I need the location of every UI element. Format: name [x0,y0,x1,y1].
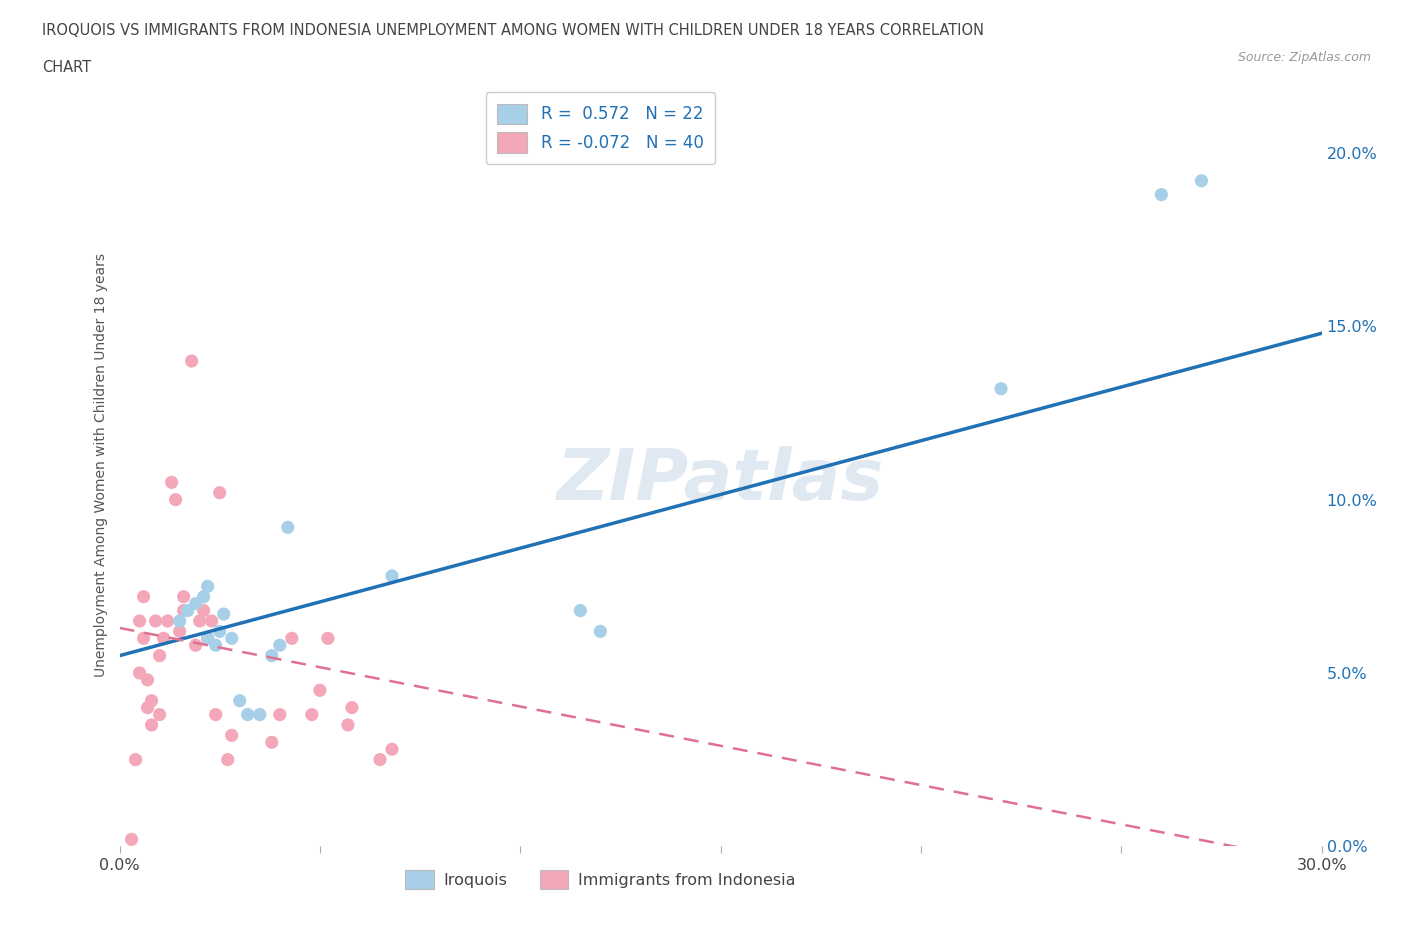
Point [184,638,207,653]
Point [990,381,1012,396]
Point [221,631,243,645]
Point [260,648,283,663]
Point [136,700,159,715]
Point [589,624,612,639]
Point [281,631,304,645]
Point [217,752,239,767]
Point [277,520,299,535]
Point [301,707,323,722]
Point [180,353,202,368]
Point [160,475,183,490]
Point [381,568,404,583]
Point [212,606,235,621]
Point [197,578,219,593]
Point [368,752,391,767]
Point [201,614,224,629]
Text: IROQUOIS VS IMMIGRANTS FROM INDONESIA UNEMPLOYMENT AMONG WOMEN WITH CHILDREN UND: IROQUOIS VS IMMIGRANTS FROM INDONESIA UN… [42,23,984,38]
Point [1191,173,1213,188]
Text: CHART: CHART [42,60,91,75]
Point [128,614,150,629]
Point [128,666,150,681]
Point [165,492,187,507]
Point [228,693,252,708]
Point [336,718,359,733]
Point [204,707,226,722]
Point [193,590,215,604]
Point [152,631,174,645]
Point [176,604,198,618]
Point [381,742,404,757]
Point [188,614,211,629]
Point [169,624,191,639]
Point [316,631,339,645]
Point [132,631,155,645]
Text: Source: ZipAtlas.com: Source: ZipAtlas.com [1237,51,1371,64]
Point [173,590,195,604]
Point [260,735,283,750]
Point [236,707,259,722]
Point [208,485,231,500]
Point [121,832,143,847]
Point [193,604,215,618]
Point [569,604,592,618]
Point [249,707,271,722]
Point [173,604,195,618]
Point [132,590,155,604]
Point [269,707,291,722]
Point [204,638,226,653]
Point [145,614,167,629]
Point [156,614,179,629]
Point [269,638,291,653]
Point [184,596,207,611]
Legend: Iroquois, Immigrants from Indonesia: Iroquois, Immigrants from Indonesia [399,863,801,896]
Y-axis label: Unemployment Among Women with Children Under 18 years: Unemployment Among Women with Children U… [94,253,108,677]
Point [169,614,191,629]
Point [124,752,146,767]
Point [1150,187,1173,202]
Point [340,700,363,715]
Point [141,718,163,733]
Point [149,648,172,663]
Point [141,693,163,708]
Point [197,631,219,645]
Point [221,728,243,743]
Point [136,672,159,687]
Point [208,624,231,639]
Text: ZIPatlas: ZIPatlas [557,445,884,514]
Point [197,631,219,645]
Point [149,707,172,722]
Point [309,683,332,698]
